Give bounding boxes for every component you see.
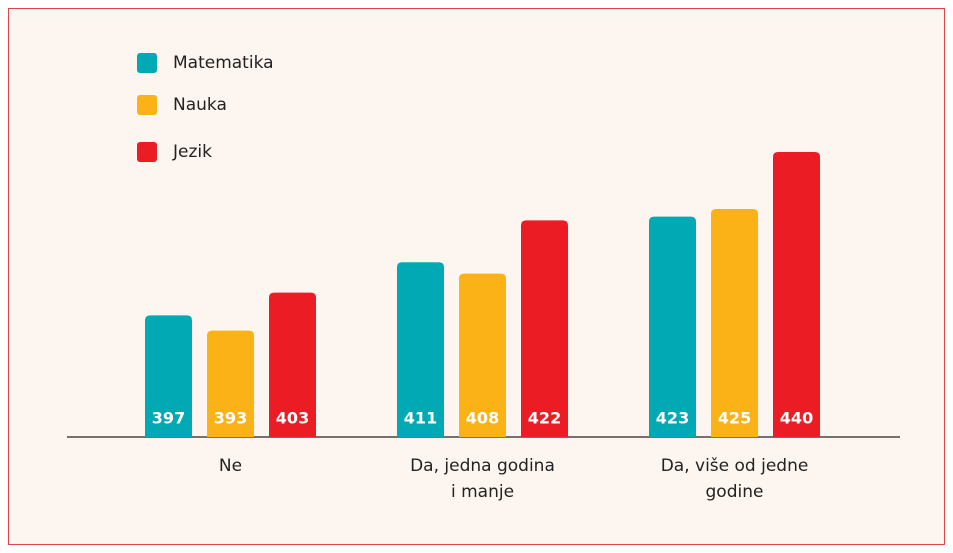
bar [459, 273, 506, 437]
bar [649, 216, 696, 437]
value-label: 422 [528, 409, 561, 428]
legend-swatch [137, 95, 157, 115]
value-label: 393 [214, 409, 247, 428]
legend-label: Jezik [172, 142, 212, 162]
value-label: 423 [656, 409, 689, 428]
bar [521, 220, 568, 437]
value-label: 397 [152, 409, 185, 428]
value-label: 440 [780, 409, 813, 428]
legend-swatch [137, 53, 157, 73]
legend-label: Nauka [173, 95, 227, 115]
bar [397, 262, 444, 437]
legend-swatch [137, 142, 157, 162]
value-label: 403 [276, 409, 309, 428]
bar [145, 315, 192, 437]
value-label: 425 [718, 409, 751, 428]
x-tick-label: Da, jedna godina i manje [410, 456, 555, 502]
bar [269, 292, 316, 437]
legend-label: Matematika [173, 53, 274, 73]
bar [207, 330, 254, 437]
x-tick-label: Da, više od jedne godine [660, 456, 809, 502]
bar [773, 152, 820, 437]
value-label: 408 [466, 409, 499, 428]
x-tick-label: Ne [218, 456, 243, 476]
value-label: 411 [404, 409, 437, 428]
bar [711, 209, 758, 437]
